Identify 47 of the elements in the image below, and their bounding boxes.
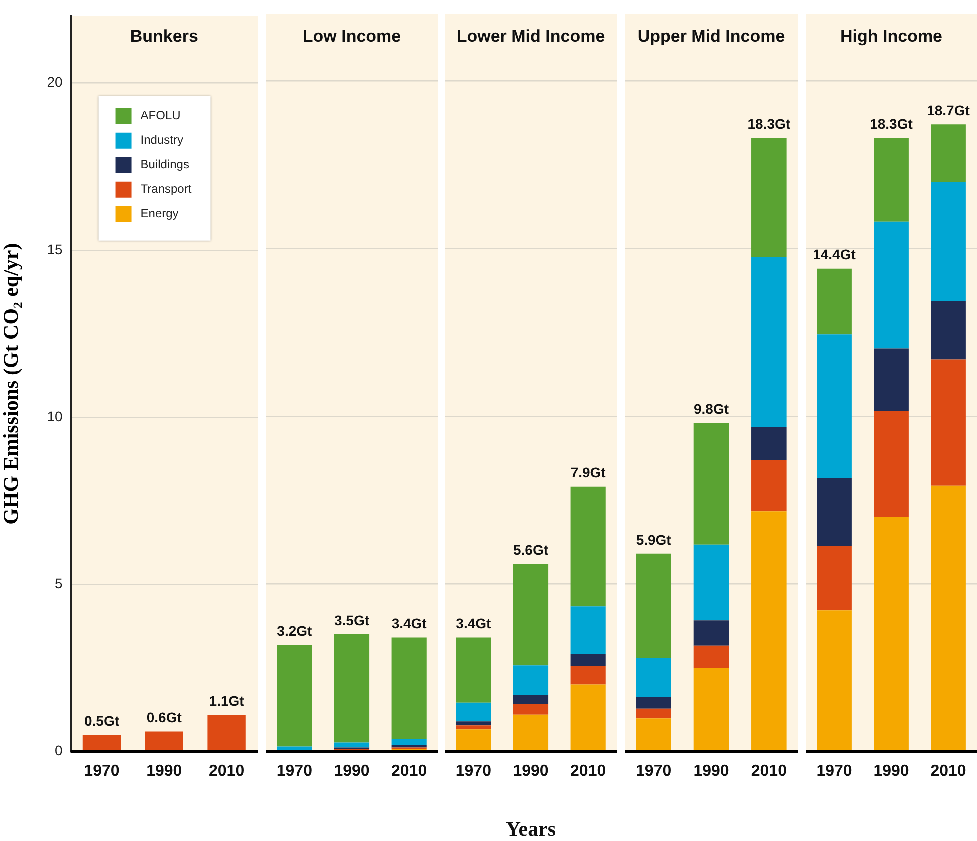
x-tick-label: 1970 — [816, 762, 852, 780]
text: Bunkers — [130, 27, 198, 46]
y-tick-label: 5 — [54, 576, 63, 592]
x-tick-label: 1970 — [636, 762, 672, 780]
x-tick-label: 1990 — [146, 762, 182, 780]
x-tick-label: 1990 — [334, 762, 370, 780]
total-label: 18.3Gt — [870, 116, 914, 132]
x-tick-label: 1990 — [694, 762, 730, 780]
total-label: 5.9Gt — [636, 532, 672, 548]
legend-label: Energy — [140, 206, 179, 221]
legend-label: AFOLU — [140, 108, 181, 123]
text: High Income — [840, 27, 943, 46]
x-tick-label: 1970 — [456, 762, 492, 780]
y-tick-label: 10 — [47, 408, 63, 424]
text: Lower Mid Income — [456, 27, 606, 46]
x-tick-label: 1990 — [513, 762, 549, 780]
total-label: 0.6Gt — [146, 710, 182, 726]
text: Upper Mid Income — [638, 27, 786, 46]
legend-label: Buildings — [140, 158, 190, 172]
total-label: 18.3Gt — [748, 116, 791, 132]
x-tick-label: 2010 — [209, 762, 245, 780]
text: Low Income — [302, 27, 402, 46]
total-label: 3.4Gt — [392, 616, 428, 632]
y-axis-title: GHG Emissions (Gt CO₂ eq/yr) — [0, 243, 24, 525]
total-label: 7.9Gt — [570, 464, 606, 481]
x-tick-label: 1970 — [276, 762, 313, 780]
x-tick-label: 1970 — [84, 762, 120, 780]
total-label: 18.7Gt — [927, 102, 970, 119]
y-tick-label: 20 — [47, 74, 63, 90]
x-tick-label: 1990 — [874, 762, 910, 780]
total-label: 1.1Gt — [209, 692, 245, 709]
total-label: 0.5Gt — [84, 712, 120, 729]
legend-label: Industry — [140, 133, 184, 148]
total-label: 5.6Gt — [513, 542, 549, 558]
x-axis-title: Years — [506, 817, 556, 841]
total-label: 3.2Gt — [277, 623, 313, 640]
x-tick-label: 2010 — [570, 762, 606, 780]
x-tick-label: 2010 — [392, 762, 428, 780]
y-tick-label: 0 — [54, 742, 63, 759]
total-label: 3.5Gt — [334, 612, 370, 628]
x-tick-label: 2010 — [930, 762, 966, 780]
legend-label: Transport — [140, 182, 192, 196]
x-tick-label: 2010 — [751, 762, 788, 780]
total-label: 14.4Gt — [813, 246, 856, 263]
total-label: 3.4Gt — [456, 616, 492, 632]
total-label: 9.8Gt — [694, 401, 730, 418]
y-tick-label: 15 — [47, 241, 63, 258]
